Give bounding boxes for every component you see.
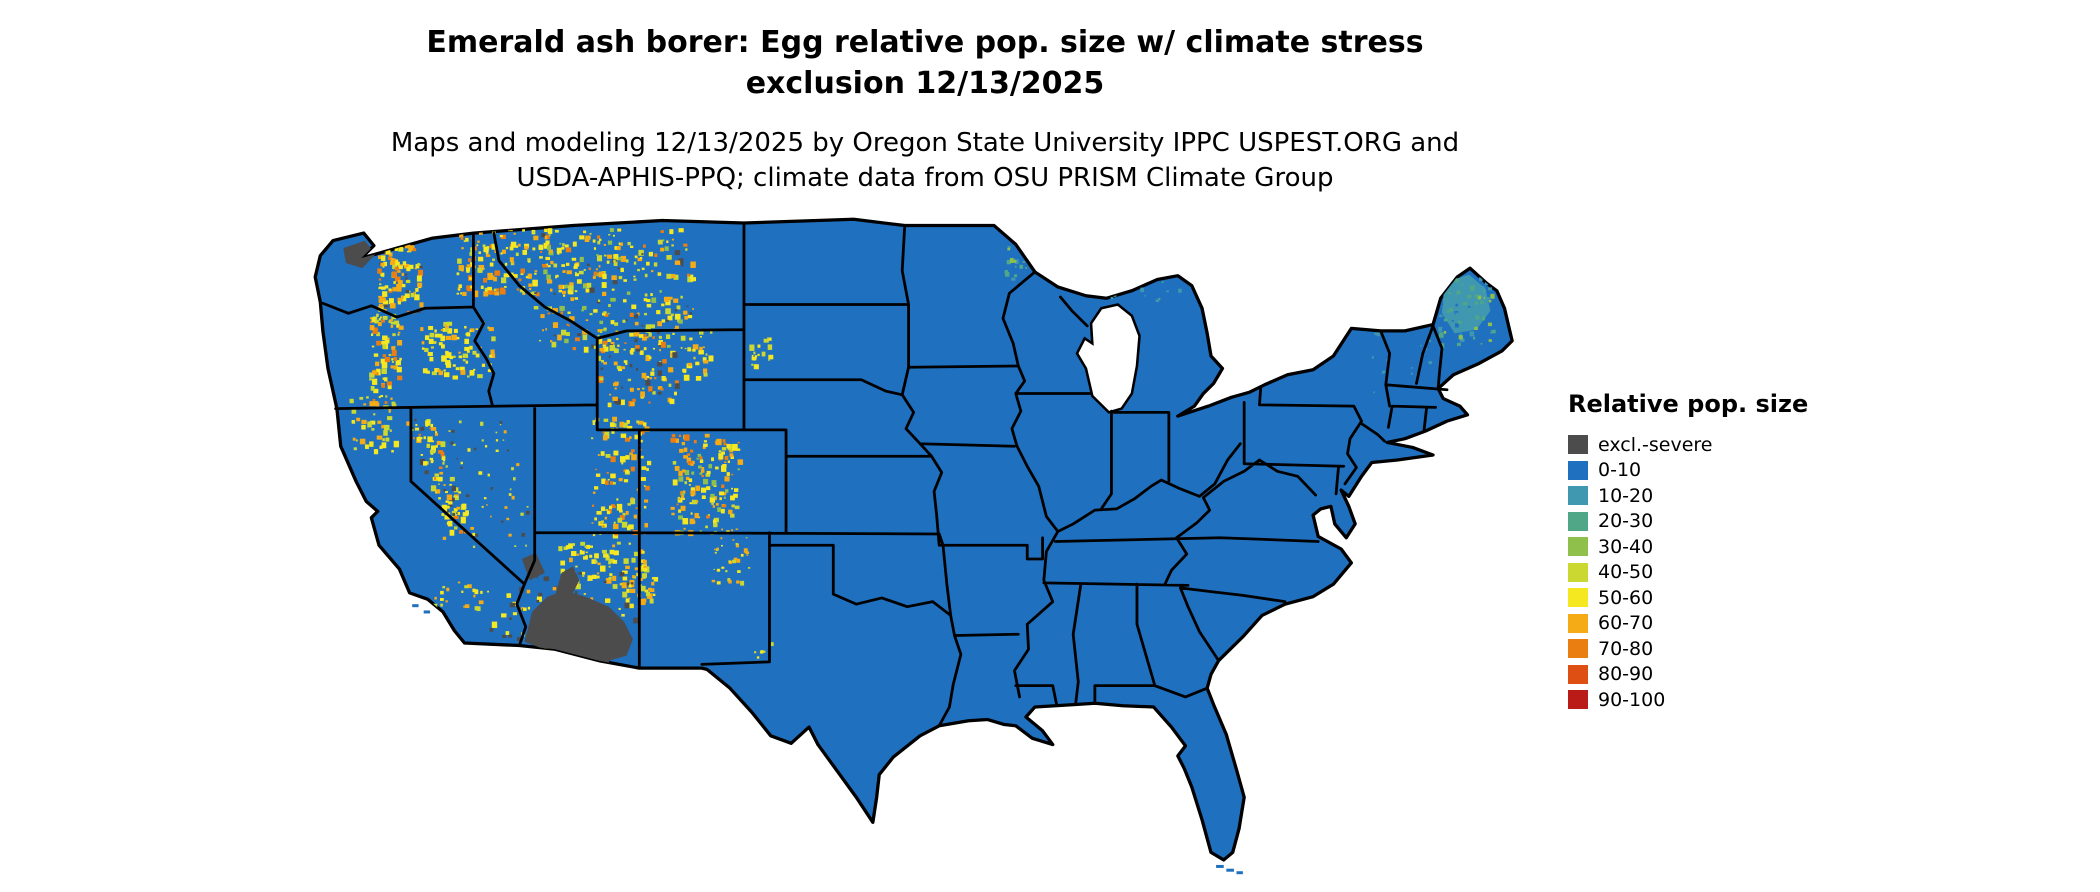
legend-swatch: [1568, 562, 1588, 582]
lake-michigan: [1075, 303, 1141, 414]
figure-title-line2: exclusion 12/13/2025: [745, 66, 1105, 101]
figure-title-line1: Emerald ash borer: Egg relative pop. siz…: [426, 25, 1424, 60]
channel-islands: [412, 604, 419, 608]
florida-keys: [412, 604, 1243, 875]
legend-swatch: [1568, 639, 1588, 659]
legend-item-v80: 80-90: [1568, 662, 1848, 688]
legend-item-v10: 10-20: [1568, 483, 1848, 509]
figure-title: Emerald ash borer: Egg relative pop. siz…: [280, 22, 1570, 104]
legend-swatch: [1568, 664, 1588, 684]
legend-swatch: [1568, 690, 1588, 710]
legend: Relative pop. size excl.-severe 0-10 10-20…: [1568, 390, 1848, 713]
legend-swatch: [1568, 460, 1588, 480]
legend-swatch: [1568, 435, 1588, 455]
washington-cascades: [377, 237, 424, 314]
white-mountains-az: [621, 564, 659, 606]
olympic-exclusion: [343, 240, 376, 269]
legend-swatch: [1568, 511, 1588, 531]
legend-item-v90: 90-100: [1568, 687, 1848, 713]
state-borders: [321, 221, 1449, 728]
legend-swatch: [1568, 537, 1588, 557]
legend-label: 90-100: [1598, 688, 1666, 711]
legend-item-v50: 50-60: [1568, 585, 1848, 611]
figure-subtitle-line1: Maps and modeling 12/13/2025 by Oregon S…: [390, 128, 1460, 158]
legend-item-v70: 70-80: [1568, 636, 1848, 662]
legend-label: 70-80: [1598, 637, 1654, 660]
legend-label: 0-10: [1598, 459, 1642, 482]
socal-ranges: [433, 581, 490, 612]
blue-mountains: [420, 321, 496, 380]
sierra-nevada: [406, 418, 476, 536]
legend-item-v60: 60-70: [1568, 611, 1848, 637]
legend-item-v0: 0-10: [1568, 458, 1848, 484]
legend-item-v40: 40-50: [1568, 560, 1848, 586]
guadalupe-mountains: [754, 642, 774, 659]
figure-subtitle: Maps and modeling 12/13/2025 by Oregon S…: [280, 126, 1570, 196]
idaho-montana-rockies: [532, 228, 696, 355]
legend-label: 80-90: [1598, 663, 1654, 686]
legend-swatch: [1568, 588, 1588, 608]
us-map: [305, 208, 1530, 885]
figure-subtitle-line2: USDA-APHIS-PPQ; climate data from OSU PR…: [516, 163, 1334, 193]
legend-items: excl.-severe 0-10 10-20 20-30 30-40 40-50 50-6…: [1568, 432, 1848, 713]
figure-header: Emerald ash borer: Egg relative pop. siz…: [280, 22, 1570, 196]
colorado-rockies: [670, 433, 744, 537]
us-landmass: [313, 217, 1514, 862]
legend-label: 30-40: [1598, 535, 1654, 558]
great-basin: [426, 420, 530, 549]
legend-item-v20: 20-30: [1568, 509, 1848, 535]
legend-label: 40-50: [1598, 561, 1654, 584]
border-sliver-red: [1032, 229, 1044, 235]
okanogan-highlands: [456, 225, 539, 298]
black-hills: [749, 337, 774, 370]
legend-title: Relative pop. size: [1568, 390, 1809, 418]
legend-label: 10-20: [1598, 484, 1654, 507]
yellowstone-tetons: [596, 331, 680, 408]
legend-label: 20-30: [1598, 510, 1654, 533]
legend-swatch: [1568, 613, 1588, 633]
sonoran-exclusion: [524, 566, 633, 662]
legend-swatch: [1568, 486, 1588, 506]
legend-item-excl: excl.-severe: [1568, 432, 1848, 458]
legend-label: 50-60: [1598, 586, 1654, 609]
bighorn-mountains: [680, 330, 714, 381]
legend-label: 60-70: [1598, 612, 1654, 635]
legend-item-v30: 30-40: [1568, 534, 1848, 560]
legend-label: excl.-severe: [1598, 433, 1713, 456]
